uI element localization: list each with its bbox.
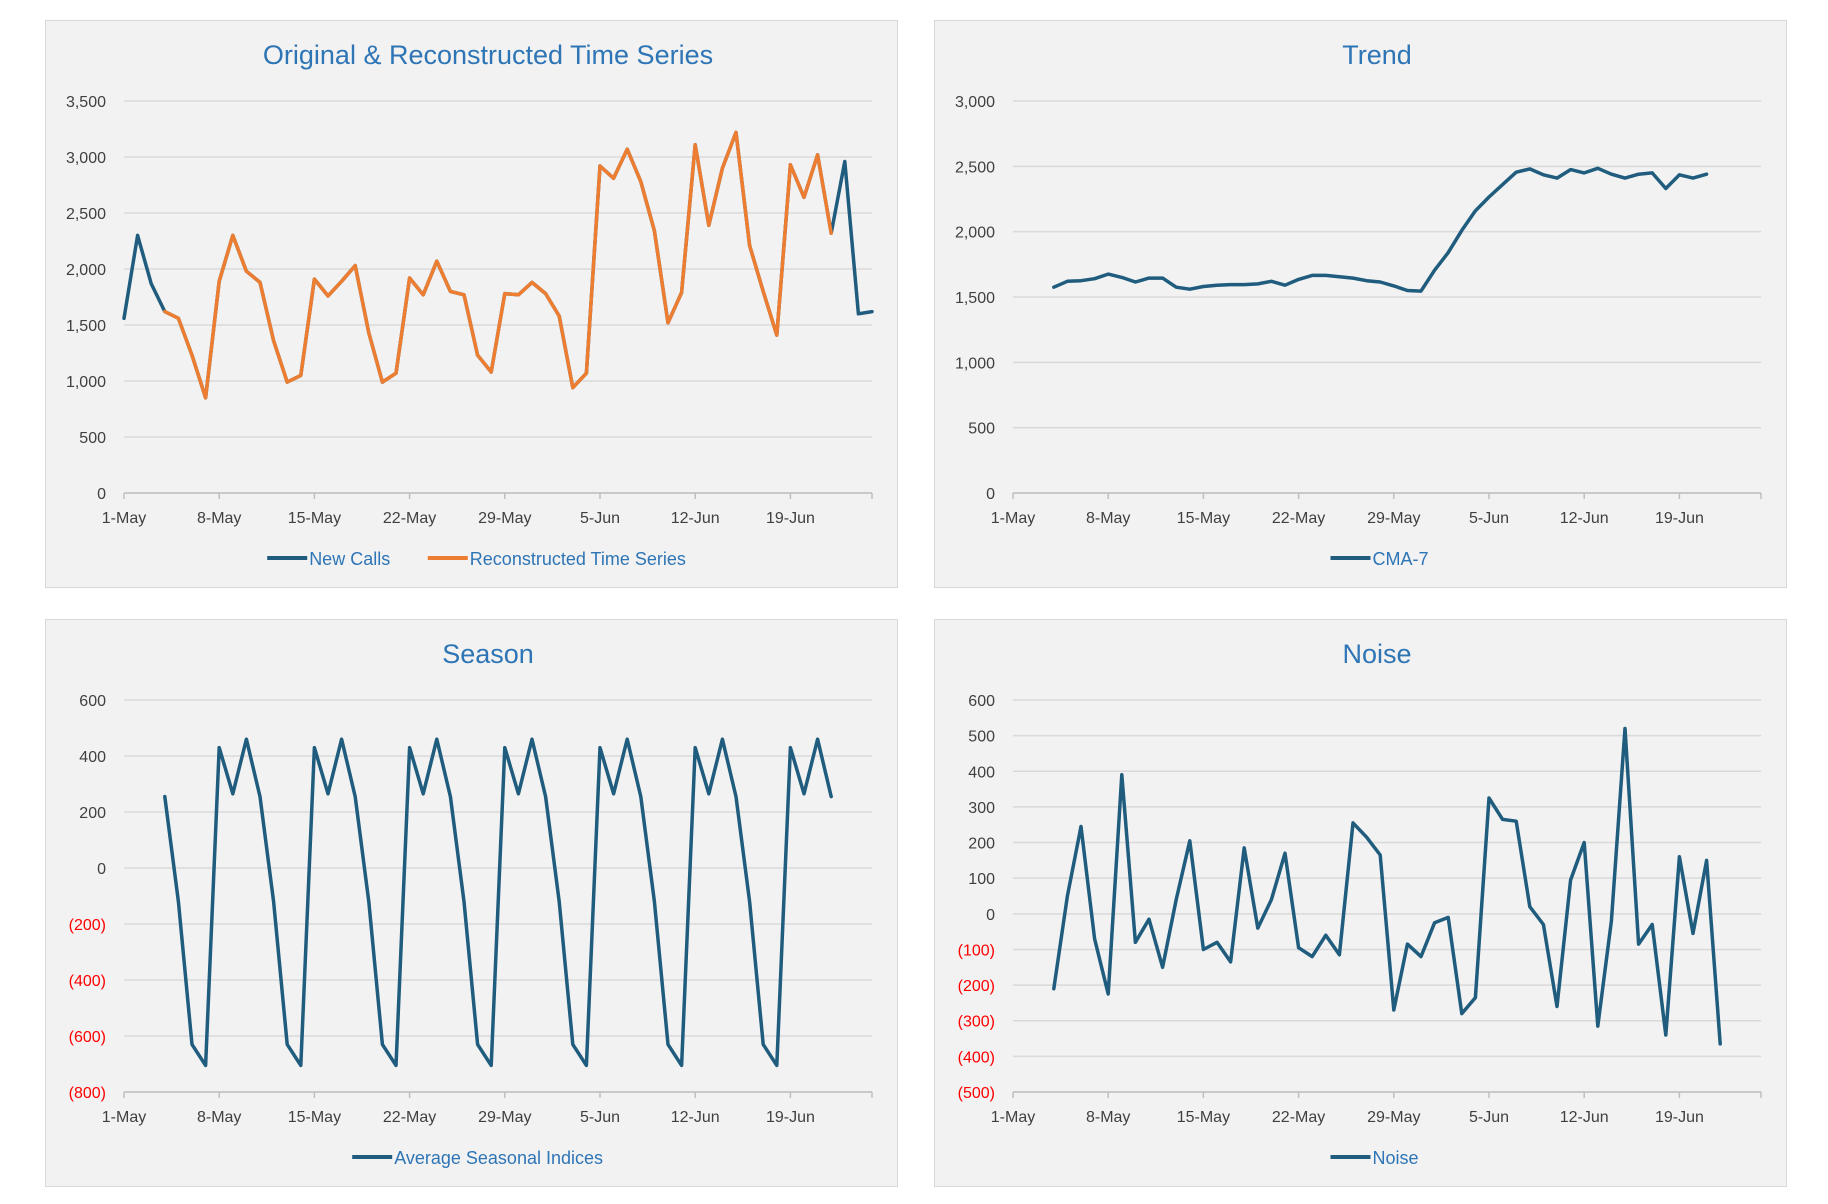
chart2-series-average-seasonal-indices-line xyxy=(163,737,833,1068)
chart2-xtick-label: 19-Jun xyxy=(766,1109,815,1126)
chart-original-reconstructed: Original & Reconstructed Time Series 0 500… xyxy=(66,40,874,569)
chart1-ytick-label: 2,000 xyxy=(955,225,995,242)
chart3-ytick-label: 500 xyxy=(968,729,995,746)
chart2-ytick-label: 400 xyxy=(79,749,106,766)
chart0-xtick-label: 29-May xyxy=(478,510,531,527)
chart3-xtick-label: 22-May xyxy=(1272,1109,1325,1126)
chart3-ytick-label: 100 xyxy=(968,871,995,888)
chart1-title: Trend xyxy=(1342,40,1412,70)
chart3-xtick-label: 29-May xyxy=(1367,1109,1420,1126)
chart2-ytick-label: (600) xyxy=(69,1029,106,1046)
chart3-ytick-label: 0 xyxy=(986,907,995,924)
chart1-ytick-label: 0 xyxy=(986,486,995,503)
chart1-ytick-label: 1,500 xyxy=(955,290,995,307)
chart1-ytick-label: 500 xyxy=(968,421,995,438)
chart2-ytick-label: (800) xyxy=(69,1085,106,1102)
chart3-ytick-label: (400) xyxy=(958,1049,995,1066)
chart1-xtick-label: 29-May xyxy=(1367,510,1420,527)
chart1-xtick-label: 5-Jun xyxy=(1469,510,1509,527)
chart0-ytick-label: 1,500 xyxy=(66,318,106,335)
chart3-xtick-label: 19-Jun xyxy=(1655,1109,1704,1126)
chart2-ytick-label: 200 xyxy=(79,805,106,822)
chart3-ytick-label: 300 xyxy=(968,800,995,817)
chart1-xtick-label: 8-May xyxy=(1086,510,1130,527)
chart3-xtick-label: 1-May xyxy=(991,1109,1035,1126)
chart0-ytick-label: 3,000 xyxy=(66,150,106,167)
chart0-xtick-label: 19-Jun xyxy=(766,510,815,527)
chart2-xtick-label: 12-Jun xyxy=(671,1109,720,1126)
chart3-xtick-label: 12-Jun xyxy=(1560,1109,1609,1126)
chart0-ytick-label: 2,500 xyxy=(66,206,106,223)
chart3-xtick-label: 8-May xyxy=(1086,1109,1130,1126)
chart1-ytick-label: 3,000 xyxy=(955,94,995,111)
chart3-ytick-label: 600 xyxy=(968,693,995,710)
chart1-ytick-label: 1,000 xyxy=(955,355,995,372)
panel-season: Season (800) (600) (400) (200) 0 200 400 600 1-Ma… xyxy=(45,619,898,1187)
chart2-title: Season xyxy=(442,639,534,669)
chart3-ytick-label: 200 xyxy=(968,836,995,853)
chart2-ytick-label: (400) xyxy=(69,973,106,990)
chart2-xtick-label: 15-May xyxy=(288,1109,341,1126)
chart1-xtick-label: 1-May xyxy=(991,510,1035,527)
chart0-title: Original & Reconstructed Time Series xyxy=(263,40,713,70)
chart2-xtick-label: 8-May xyxy=(197,1109,241,1126)
chart1-xtick-label: 22-May xyxy=(1272,510,1325,527)
chart0-ytick-label: 500 xyxy=(79,430,106,447)
chart0-ytick-label: 0 xyxy=(97,486,106,503)
chart2-xtick-label: 22-May xyxy=(383,1109,436,1126)
chart0-xtick-label: 12-Jun xyxy=(671,510,720,527)
chart3-xtick-label: 15-May xyxy=(1177,1109,1230,1126)
chart3-ytick-label: (500) xyxy=(958,1085,995,1102)
chart0-ytick-label: 1,000 xyxy=(66,374,106,391)
chart3-xtick-label: 5-Jun xyxy=(1469,1109,1509,1126)
panel-trend: Trend 0 500 1,000 1,500 2,000 2,500 3,000 1-May 8… xyxy=(934,20,1787,588)
chart1-xtick-label: 15-May xyxy=(1177,510,1230,527)
chart1-series-cma-7-line xyxy=(1052,166,1709,293)
chart0-xtick-label: 22-May xyxy=(383,510,436,527)
chart-noise: Noise (500) (400) (300) (200) (100) 0 100 200 300… xyxy=(958,639,1762,1168)
chart0-ytick-label: 2,000 xyxy=(66,262,106,279)
chart2-xtick-label: 1-May xyxy=(102,1109,146,1126)
chart0-xtick-label: 5-Jun xyxy=(580,510,620,527)
chart1-xtick-label: 12-Jun xyxy=(1560,510,1609,527)
chart3-ytick-label: 400 xyxy=(968,764,995,781)
chart3-series-noise-line xyxy=(1052,726,1722,1046)
panel-original-reconstructed: Original & Reconstructed Time Series 0 500… xyxy=(45,20,898,588)
chart2-ytick-label: (200) xyxy=(69,917,106,934)
chart2-xtick-label: 5-Jun xyxy=(580,1109,620,1126)
chart0-xtick-label: 8-May xyxy=(197,510,241,527)
chart3-ytick-label: (100) xyxy=(958,942,995,959)
chart3-ytick-label: (200) xyxy=(958,978,995,995)
chart2-legend-label-average-seasonal-indices: Average Seasonal Indices xyxy=(394,1148,603,1168)
chart2-ytick-label: 600 xyxy=(79,693,106,710)
chart-trend: Trend 0 500 1,000 1,500 2,000 2,500 3,000 1-May 8… xyxy=(955,40,1762,569)
chart0-series-reconstructed-time-series-line xyxy=(163,130,833,400)
chart-season: Season (800) (600) (400) (200) 0 200 400 600 1-Ma… xyxy=(69,639,873,1168)
chart1-legend-label-cma-7: CMA-7 xyxy=(1373,549,1429,569)
chart0-series-new-calls-line xyxy=(122,130,874,400)
chart2-ytick-label: 0 xyxy=(97,861,106,878)
chart1-xtick-label: 19-Jun xyxy=(1655,510,1704,527)
chart3-title: Noise xyxy=(1342,639,1411,669)
chart0-ytick-label: 3,500 xyxy=(66,94,106,111)
chart0-legend-label-new-calls: New Calls xyxy=(309,549,390,569)
chart0-xtick-label: 1-May xyxy=(102,510,146,527)
chart3-legend-label-noise: Noise xyxy=(1373,1148,1419,1168)
chart0-legend-label-reconstructed-time-series: Reconstructed Time Series xyxy=(470,549,686,569)
chart2-xtick-label: 29-May xyxy=(478,1109,531,1126)
panel-noise: Noise (500) (400) (300) (200) (100) 0 100 200 300… xyxy=(934,619,1787,1187)
chart1-ytick-label: 2,500 xyxy=(955,159,995,176)
chart3-ytick-label: (300) xyxy=(958,1014,995,1031)
chart0-xtick-label: 15-May xyxy=(288,510,341,527)
